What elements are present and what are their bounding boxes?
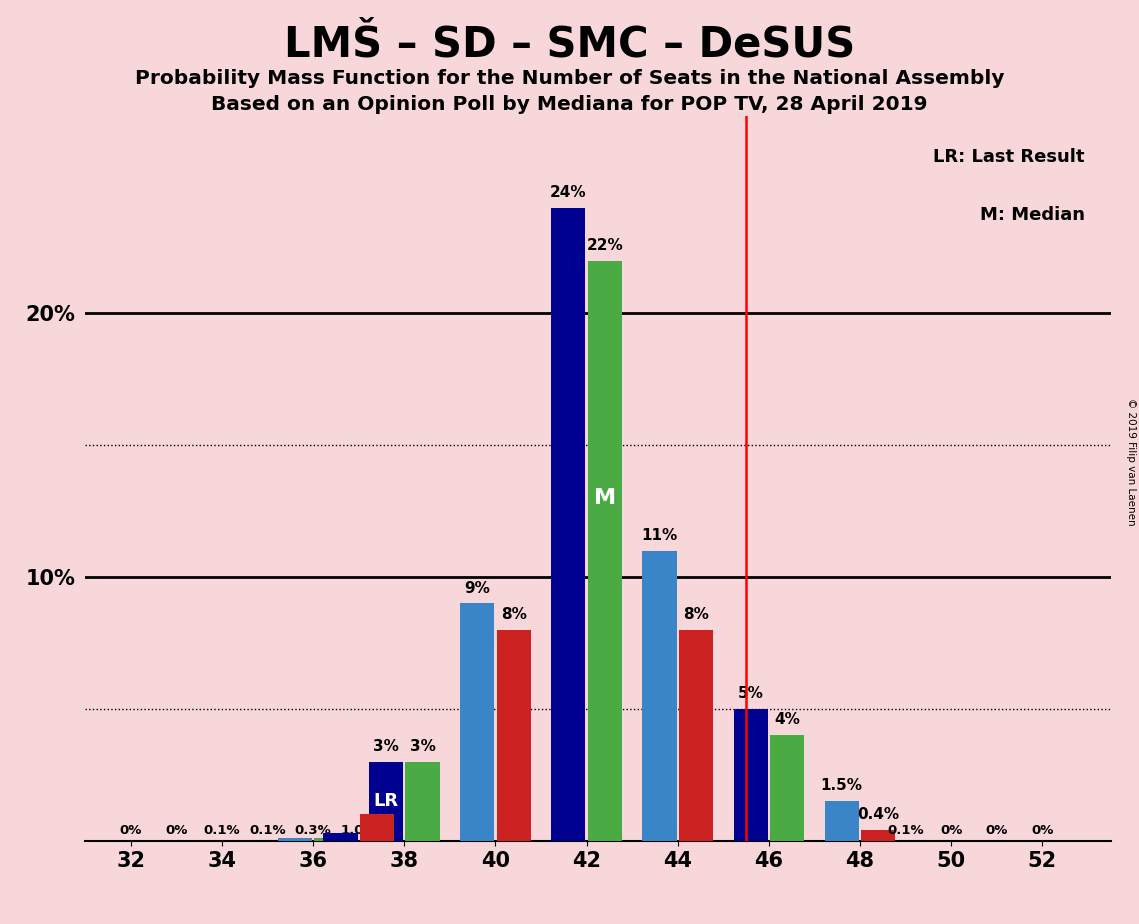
Bar	[734, 709, 768, 841]
Text: 9%: 9%	[465, 580, 490, 596]
Text: 0%: 0%	[1031, 824, 1054, 837]
Text: 0%: 0%	[165, 824, 188, 837]
Text: M: M	[593, 488, 616, 508]
Bar	[360, 814, 394, 841]
Text: 0%: 0%	[940, 824, 962, 837]
Bar	[314, 838, 349, 841]
Text: 1.5%: 1.5%	[821, 778, 862, 794]
Text: M: Median: M: Median	[980, 206, 1084, 225]
Bar	[770, 736, 804, 841]
Bar	[369, 761, 403, 841]
Bar	[551, 208, 585, 841]
Text: 5%: 5%	[738, 686, 763, 701]
Text: 0.4%: 0.4%	[858, 808, 899, 822]
Bar	[861, 831, 895, 841]
Text: 0.1%: 0.1%	[204, 824, 240, 837]
Text: 0.1%: 0.1%	[887, 824, 924, 837]
Text: 11%: 11%	[641, 528, 678, 542]
Bar	[497, 630, 531, 841]
Text: 3%: 3%	[374, 739, 399, 754]
Text: LR: LR	[374, 792, 399, 810]
Text: 3%: 3%	[410, 739, 435, 754]
Bar	[460, 603, 494, 841]
Text: LMŠ – SD – SMC – DeSUS: LMŠ – SD – SMC – DeSUS	[284, 23, 855, 65]
Bar	[278, 838, 312, 841]
Text: Probability Mass Function for the Number of Seats in the National Assembly: Probability Mass Function for the Number…	[134, 69, 1005, 89]
Bar	[323, 833, 358, 841]
Text: 0%: 0%	[985, 824, 1008, 837]
Text: 1.0%: 1.0%	[341, 824, 377, 837]
Text: 3%: 3%	[501, 739, 526, 754]
Text: LR: Last Result: LR: Last Result	[933, 148, 1084, 166]
Bar	[405, 761, 440, 841]
Text: 0.3%: 0.3%	[295, 824, 331, 837]
Bar	[825, 801, 859, 841]
Bar	[679, 630, 713, 841]
Text: Based on an Opinion Poll by Mediana for POP TV, 28 April 2019: Based on an Opinion Poll by Mediana for …	[211, 95, 928, 115]
Text: 22%: 22%	[587, 237, 623, 252]
Text: 0.1%: 0.1%	[249, 824, 286, 837]
Text: 0%: 0%	[120, 824, 142, 837]
Text: © 2019 Filip van Laenen: © 2019 Filip van Laenen	[1126, 398, 1136, 526]
Bar	[588, 261, 622, 841]
Text: 24%: 24%	[550, 185, 587, 200]
Bar	[642, 551, 677, 841]
Text: 8%: 8%	[683, 607, 708, 622]
Bar	[497, 761, 531, 841]
Text: 4%: 4%	[775, 712, 800, 727]
Text: 8%: 8%	[501, 607, 526, 622]
